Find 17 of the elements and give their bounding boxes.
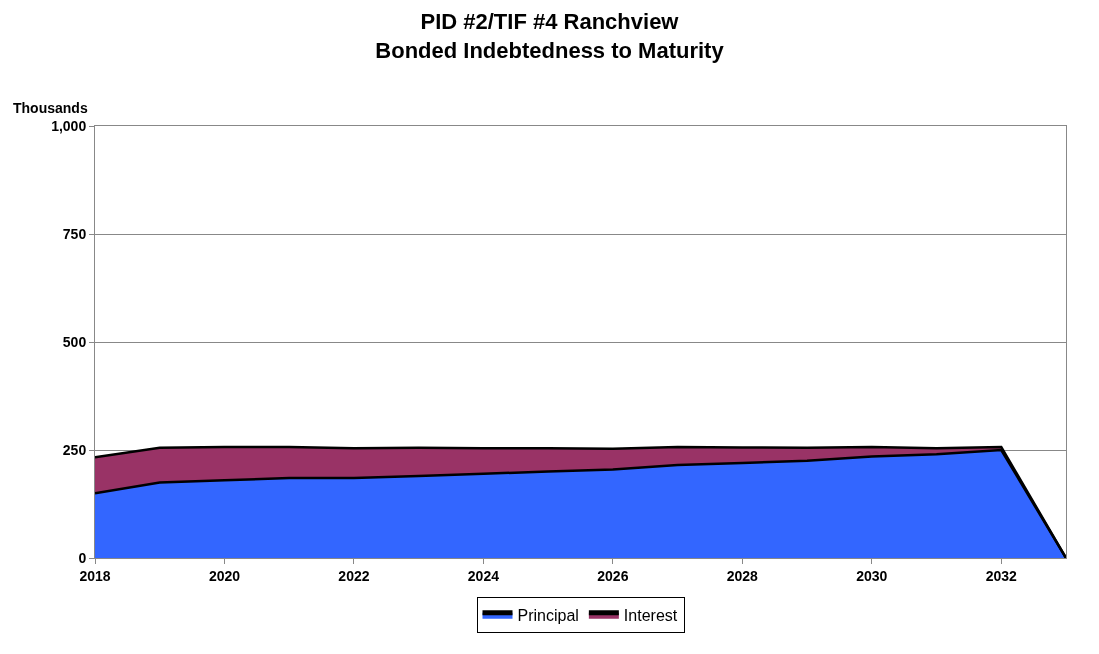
- y-tick-label: 500: [62, 333, 87, 350]
- x-tick-label: 2020: [208, 567, 241, 584]
- y-tick-label: 0: [78, 549, 87, 566]
- legend-label: Interest: [623, 607, 678, 625]
- x-tick-label: 2022: [338, 567, 370, 584]
- x-tick-label: 2030: [856, 567, 888, 584]
- x-tick-label: 2018: [79, 567, 111, 584]
- x-tick-label: 2026: [597, 567, 629, 584]
- y-tick-label: 750: [62, 225, 87, 242]
- chart-title: PID #2/TIF #4 Ranchview Bonded Indebtedness to Maturity: [375, 9, 725, 64]
- legend-label: Principal: [517, 607, 579, 625]
- x-tick-label: 2032: [985, 567, 1018, 584]
- y-tick-label: 1,000: [51, 117, 87, 134]
- x-tick-label: 2028: [726, 567, 759, 584]
- x-tick-label: 2024: [467, 567, 500, 584]
- y-tick-label: 250: [62, 441, 87, 458]
- y-axis-title: Thousands: [13, 100, 88, 116]
